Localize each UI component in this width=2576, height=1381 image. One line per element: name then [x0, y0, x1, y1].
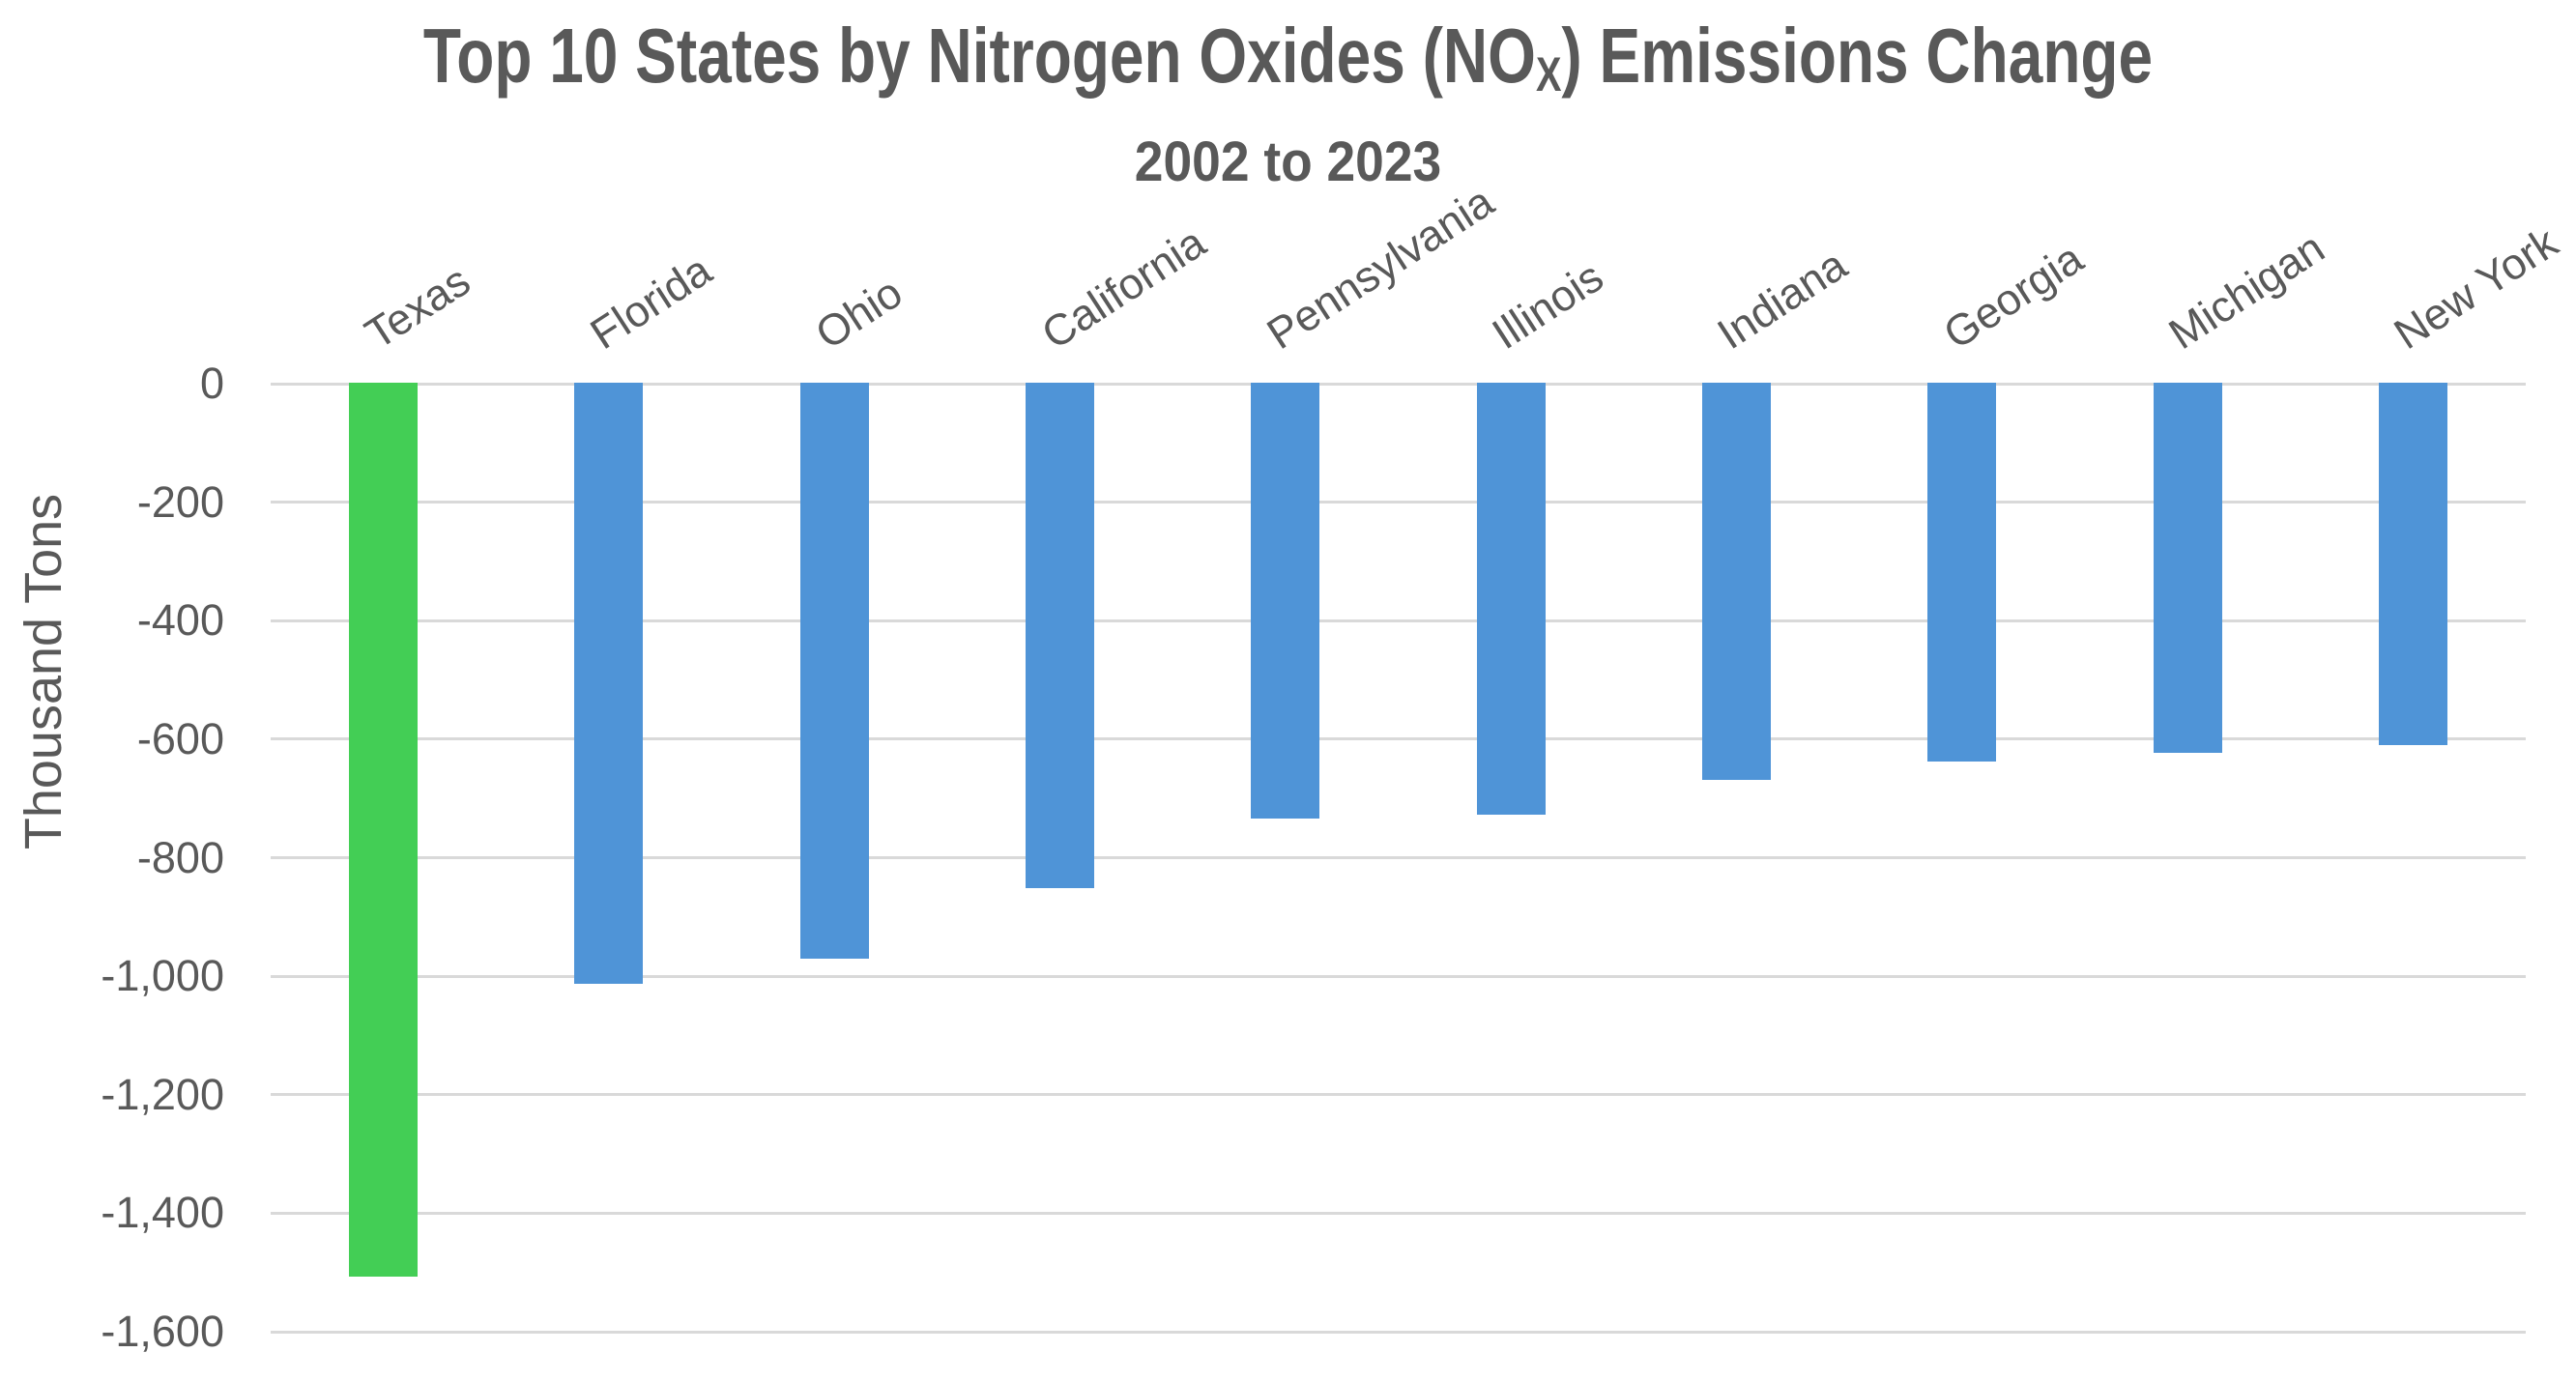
bar-new-york: [2379, 383, 2447, 745]
bar-ohio: [800, 383, 869, 959]
bar-michigan: [2154, 383, 2222, 753]
x-category-label: Michigan: [2159, 222, 2333, 360]
y-tick-label: -800: [136, 832, 224, 882]
gridline-y-600: [271, 737, 2526, 741]
gridline-y-1200: [271, 1093, 2526, 1097]
x-category-label: New York: [2385, 216, 2566, 360]
bar-florida: [574, 383, 643, 984]
y-tick-label: -1,400: [101, 1188, 224, 1238]
y-tick-label: -600: [136, 713, 224, 763]
chart-title-suffix: ) Emissions Change: [1561, 13, 2154, 99]
chart-title-prefix: Top 10 States by Nitrogen Oxides (NO: [422, 13, 1536, 99]
gridline-y-1000: [271, 974, 2526, 978]
y-tick-label: -400: [136, 595, 224, 646]
chart-subtitle: 2002 to 2023: [1134, 130, 1442, 193]
y-tick-label: -1,600: [101, 1307, 224, 1356]
bar-illinois: [1477, 383, 1546, 815]
x-category-label: Indiana: [1708, 239, 1856, 360]
x-category-label: Ohio: [806, 267, 912, 360]
chart-title-subscript: X: [1535, 46, 1562, 101]
gridline-y-400: [271, 619, 2526, 622]
y-tick-label: -200: [136, 476, 224, 527]
y-tick-label: 0: [199, 359, 224, 408]
gridline-y0: [271, 382, 2526, 386]
y-tick-label: -1,200: [101, 1069, 224, 1119]
bar-georgia: [1927, 383, 1996, 762]
gridline-y-1600: [271, 1330, 2526, 1334]
bar-california: [1026, 383, 1094, 888]
bar-texas: [349, 383, 418, 1277]
gridline-y-800: [271, 856, 2526, 859]
bar-indiana: [1702, 383, 1771, 780]
x-category-label: Florida: [581, 245, 720, 360]
x-category-label: Georgia: [1934, 233, 2092, 360]
x-category-label: Texas: [356, 255, 479, 360]
gridline-y-1400: [271, 1211, 2526, 1215]
x-category-label: Illinois: [1483, 251, 1612, 360]
x-category-label: Pennsylvania: [1258, 176, 1502, 360]
y-tick-label: -1,000: [101, 951, 224, 1001]
bar-pennsylvania: [1251, 383, 1319, 819]
gridline-y-200: [271, 501, 2526, 504]
x-category-label: California: [1032, 216, 1214, 360]
chart-title: Top 10 States by Nitrogen Oxides (NOX) E…: [258, 10, 2319, 102]
